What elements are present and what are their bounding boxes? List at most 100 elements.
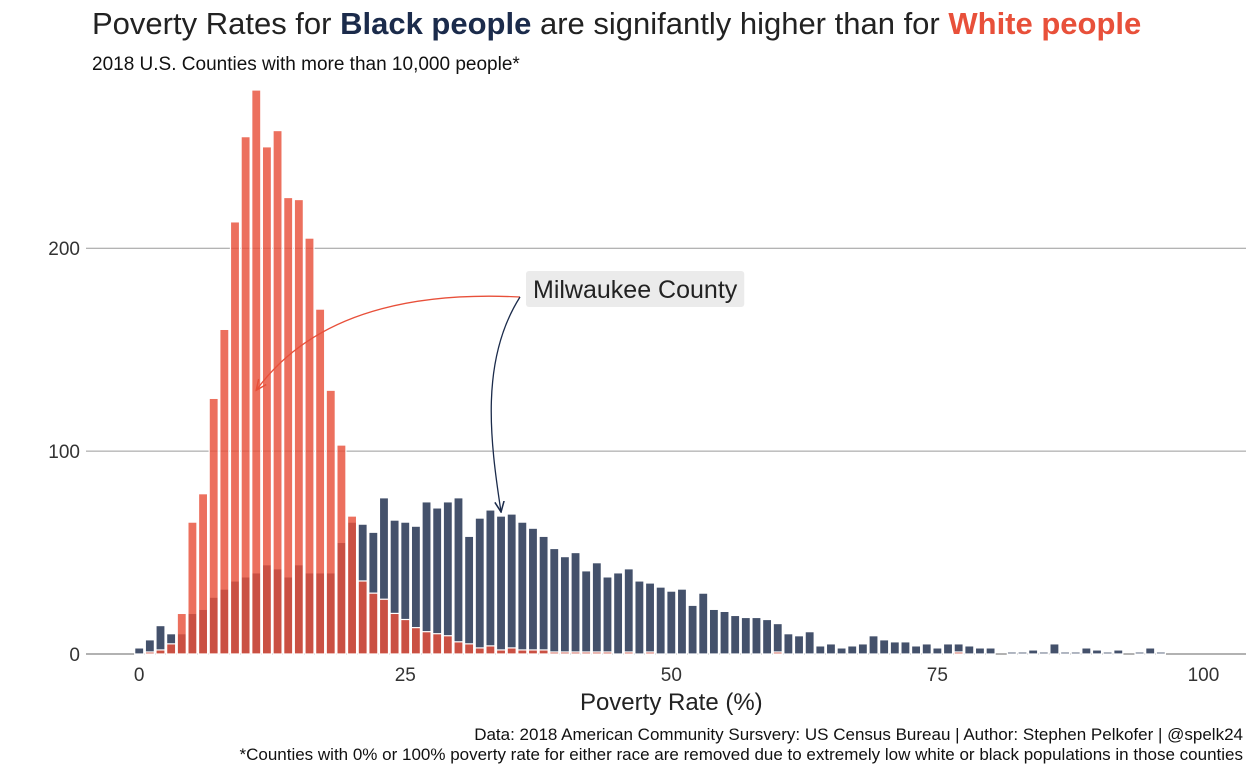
bar [495,515,507,655]
bar [463,643,475,655]
bar [485,509,496,655]
bar [581,570,592,655]
bar [293,198,304,655]
bar [772,651,783,655]
bar [229,221,241,655]
bar [1059,651,1071,655]
bar [602,651,613,655]
x-tick-label: 50 [661,665,682,686]
bar [357,580,368,655]
x-axis-label: Poverty Rate (%) [580,689,763,716]
bar [432,507,443,655]
bar [1017,651,1028,655]
bar [261,146,273,655]
bar [751,616,762,655]
bar [506,647,517,655]
bar [676,588,688,655]
bar [1081,647,1092,655]
bar [378,598,390,655]
bar [570,551,581,655]
bar [591,562,602,655]
bar [197,493,209,655]
bar [868,635,879,655]
bar [410,627,422,655]
bar [1038,651,1049,655]
bar [644,651,656,655]
bar [304,237,315,655]
bar [453,497,464,655]
bar [549,547,560,655]
bar [325,389,336,655]
arrow-to-black-rate [490,296,521,512]
bar [793,635,805,655]
caption-source: Data: 2018 American Community Sursvery: … [474,725,1243,744]
bar [1155,651,1166,655]
y-tick-label: 200 [48,239,80,260]
bar [442,501,453,655]
bar [495,649,507,655]
bar [761,618,773,655]
bar [570,651,581,655]
bar [1070,651,1081,655]
bar [432,633,443,655]
bar [474,517,485,655]
bar [900,641,911,655]
bar [783,633,794,655]
bar [549,651,560,655]
bar [932,647,943,655]
bar [453,641,464,655]
bar [1006,651,1017,655]
bar [336,444,347,655]
bar [463,535,475,655]
bar [538,649,549,655]
bar [921,643,932,655]
bar [644,582,656,655]
bar [612,572,624,655]
bar [1134,651,1145,655]
bar [836,647,847,655]
bar [740,616,751,655]
bar [623,568,634,655]
bar [187,521,198,655]
bar [581,651,592,655]
x-tick-label: 25 [395,665,416,686]
bar [910,645,922,655]
bar [485,645,496,655]
y-tick-label: 100 [48,442,80,463]
title-part1: Poverty Rates for [92,6,341,41]
bar [719,610,730,655]
bar [847,645,858,655]
bar [166,643,177,655]
bar [708,608,720,655]
x-tick-label: 100 [1188,665,1220,686]
bar [527,649,539,655]
chart-subtitle: 2018 U.S. Counties with more than 10,000… [92,54,520,75]
annotation-label: Milwaukee County [533,276,738,304]
title-part2: are signifantly higher than for [531,6,949,41]
y-axis-ticks: 0 100 200 [48,239,80,666]
bar [772,622,783,655]
title-white-people: White people [948,6,1142,41]
bar [527,527,539,655]
bar [219,328,230,655]
bar [804,631,815,655]
bar [602,576,613,655]
x-tick-label: 75 [927,665,948,686]
bar [730,614,741,655]
bar [974,647,986,655]
bar [346,515,358,655]
title-black-people: Black people [340,6,532,41]
y-tick-label: 0 [69,645,80,666]
x-axis-ticks: 0 25 50 75 100 [134,665,1219,686]
bar [1102,651,1113,655]
bar [815,645,826,655]
bar [889,641,900,655]
bar [825,643,837,655]
bar [1113,649,1124,655]
bar [176,612,187,655]
bar [506,513,517,655]
milwaukee-annotation: Milwaukee County [256,271,745,512]
bar [1049,643,1060,655]
bar [666,590,677,655]
